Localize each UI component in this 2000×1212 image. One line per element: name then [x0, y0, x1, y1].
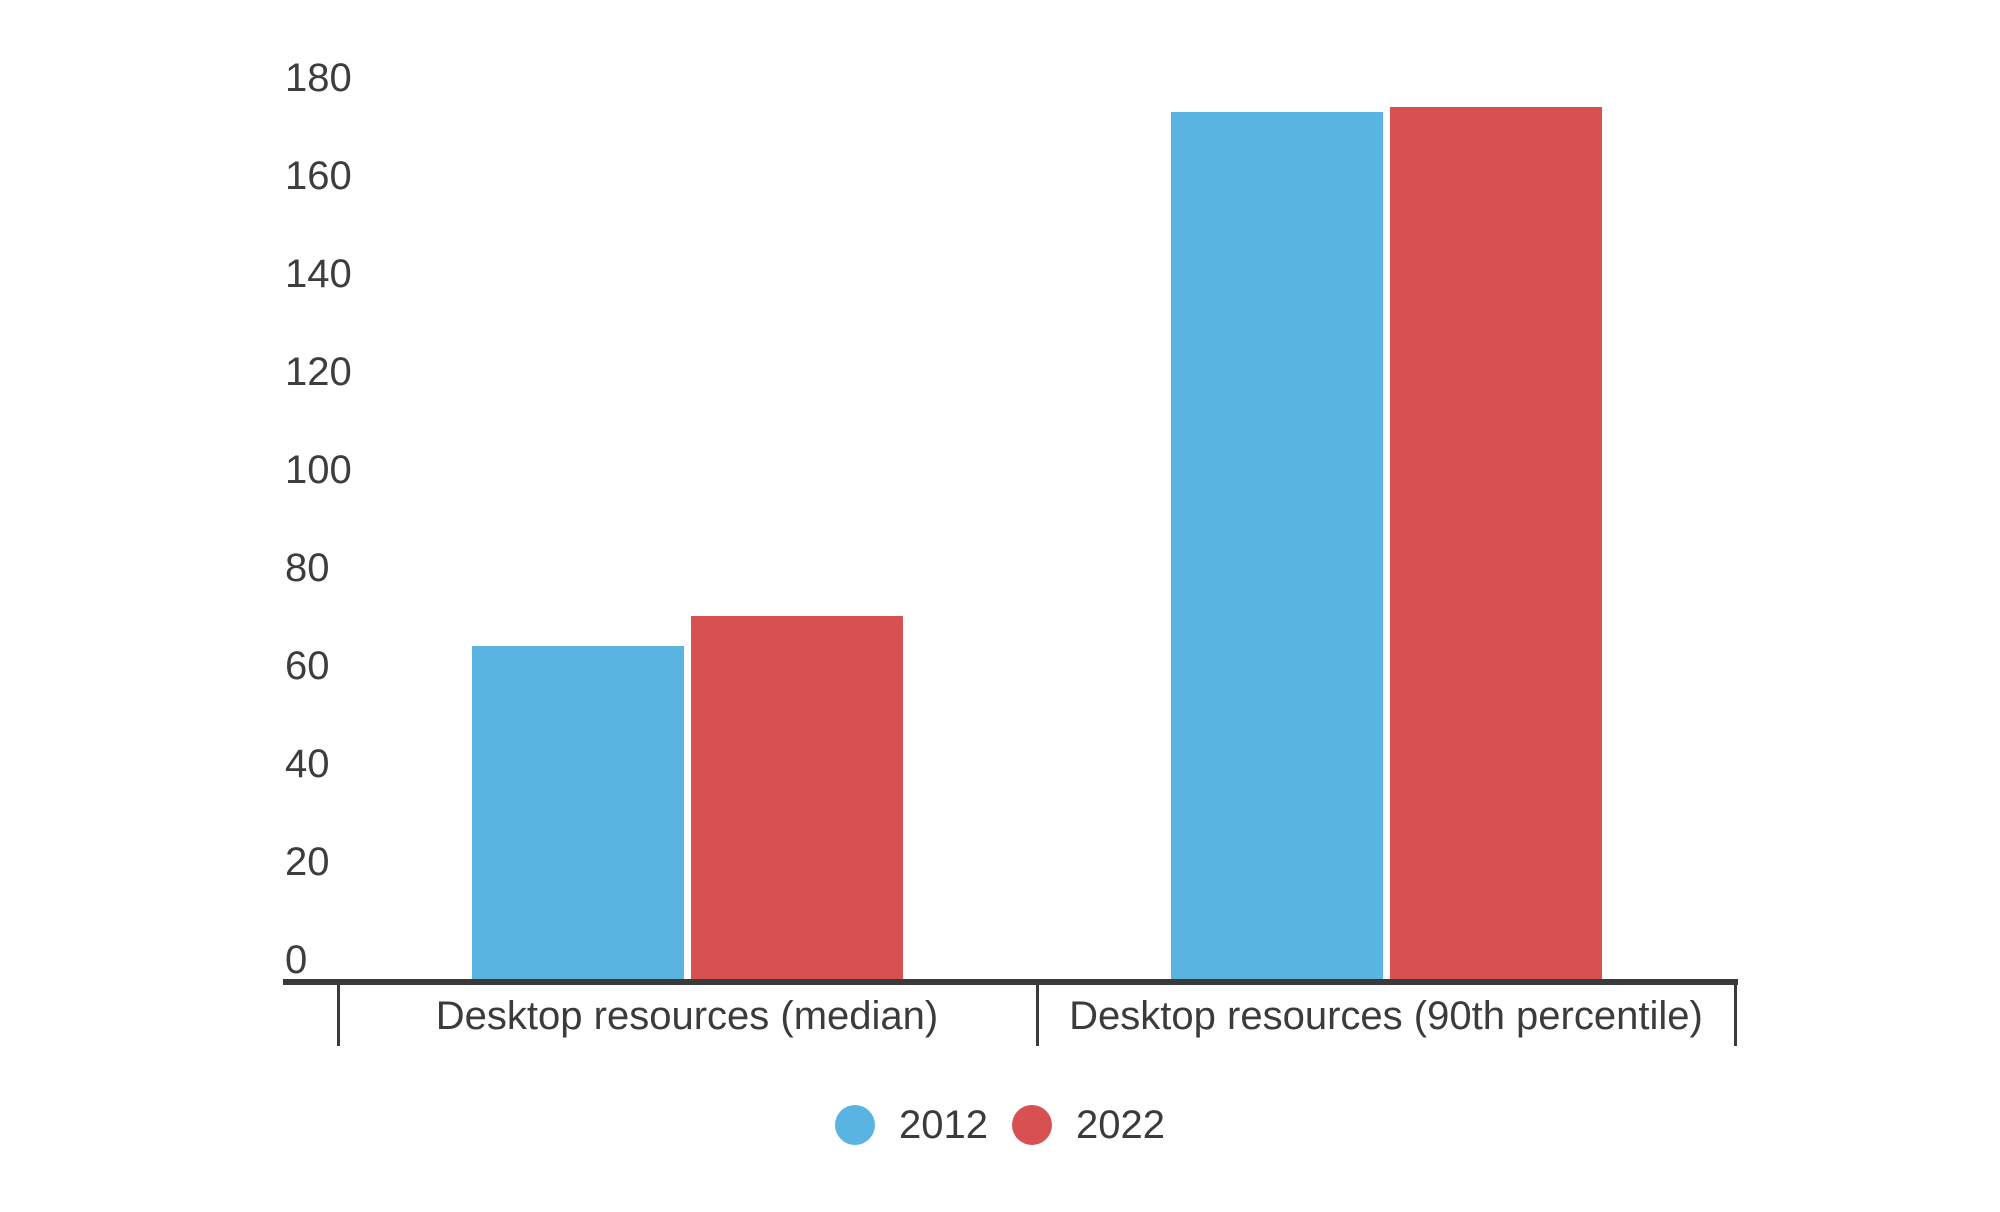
y-axis-tick-label-0: 0	[285, 938, 308, 982]
y-axis-tick-label-140: 140	[285, 252, 352, 296]
y-axis-tick-label-160: 160	[285, 154, 352, 198]
bar-2012-category-1	[472, 646, 684, 979]
bar-2022-category-2	[1390, 107, 1602, 979]
bar-2022-category-1	[691, 616, 903, 979]
legend-item-2022: 2022	[1012, 1105, 1165, 1145]
bar-2012-category-2	[1171, 112, 1383, 979]
y-axis-tick-label-60: 60	[285, 644, 330, 688]
x-axis-tick-1	[337, 979, 340, 1046]
legend-label-2012: 2012	[899, 1103, 988, 1147]
legend-dot-2022	[1012, 1105, 1052, 1145]
legend-dot-2012	[835, 1105, 876, 1145]
x-axis-tick-3	[1734, 979, 1737, 1046]
x-axis-line	[283, 979, 1738, 985]
y-axis-tick-label-40: 40	[285, 742, 330, 786]
y-axis-tick-label-20: 20	[285, 840, 330, 884]
legend: 2012 2022	[0, 1105, 2000, 1145]
y-axis-tick-label-180: 180	[285, 56, 352, 100]
y-axis-tick-label-120: 120	[285, 350, 352, 394]
legend-label-2022: 2022	[1076, 1103, 1165, 1147]
x-axis-category-label-1: Desktop resources (median)	[435, 994, 939, 1038]
x-axis-tick-2	[1036, 979, 1039, 1046]
y-axis-tick-label-80: 80	[285, 546, 330, 590]
legend-item-2012: 2012	[835, 1105, 988, 1145]
x-axis-category-label-2: Desktop resources (90th percentile)	[1069, 994, 1703, 1038]
y-axis-tick-label-100: 100	[285, 448, 352, 492]
